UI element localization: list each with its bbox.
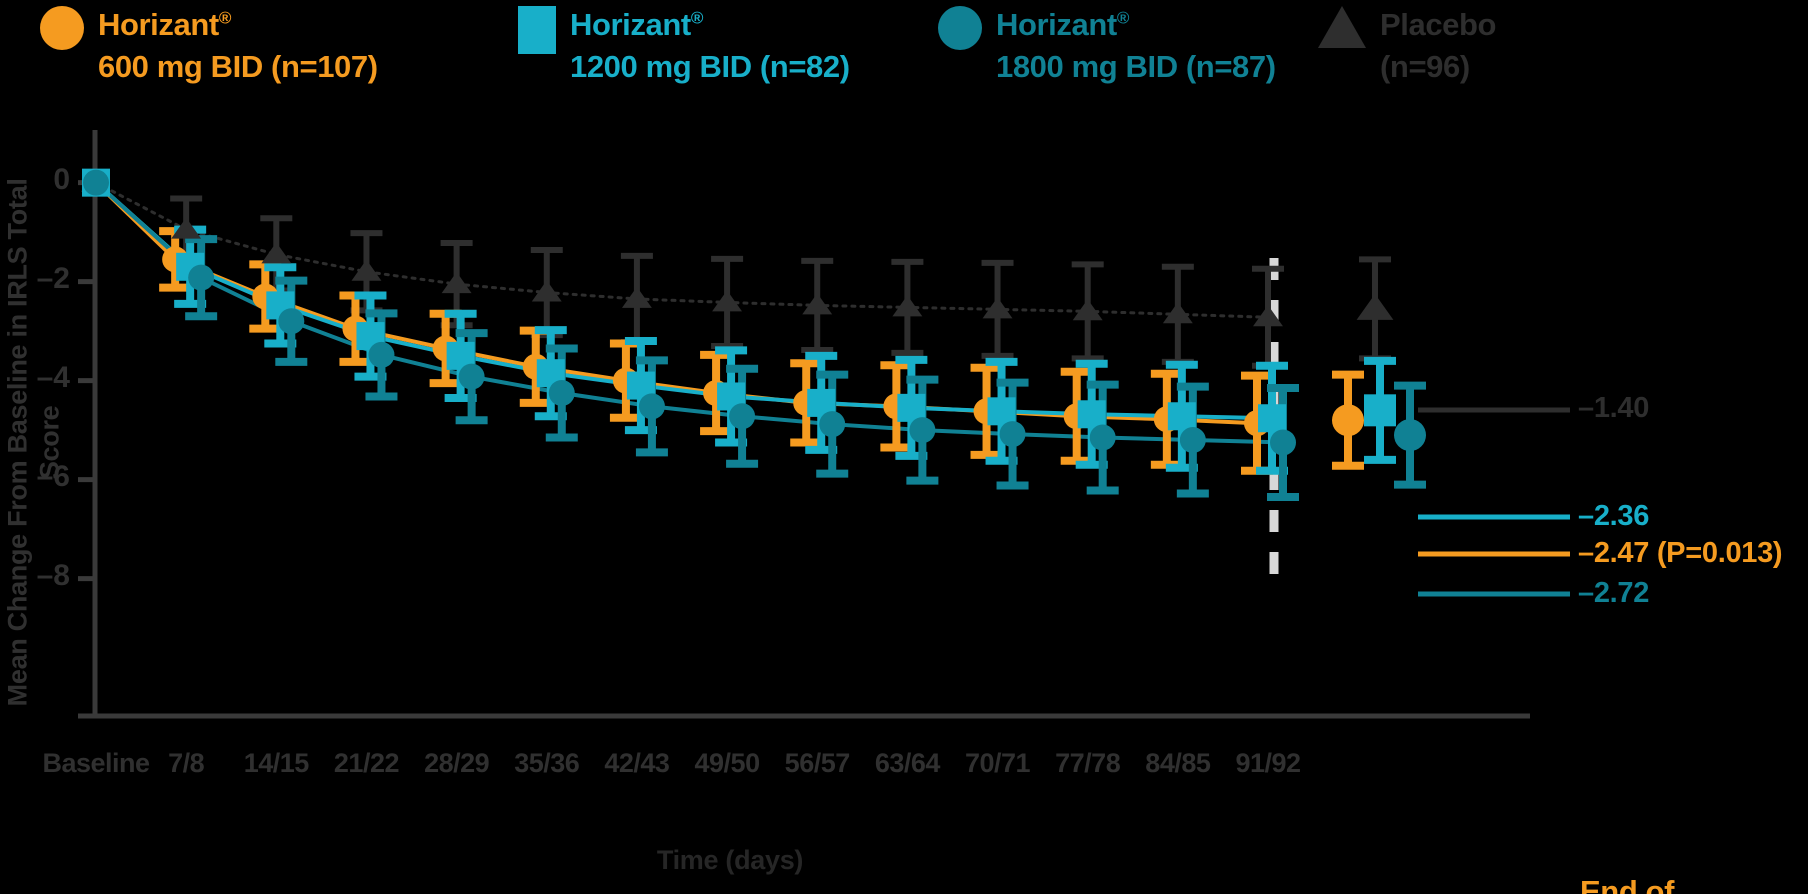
x-axis-tick-label: 56/57 <box>784 748 851 778</box>
data-point-3-12 <box>1162 302 1193 324</box>
legend-product-name: Horizant® <box>570 7 703 42</box>
legend-item-3: Placebo (n=96) <box>1318 4 1496 87</box>
x-axis-tick-label: 49/50 <box>694 748 761 778</box>
endpoint-value-2: –2.47 (P=0.013) <box>1578 537 1783 569</box>
legend-square-marker-icon <box>518 6 556 54</box>
data-point-2-6 <box>638 393 665 420</box>
series-line-3 <box>94 181 1270 319</box>
data-point-3-11 <box>1072 299 1103 321</box>
x-axis-tick-label: 21/22 <box>333 748 400 778</box>
legend-item-label: Horizant® 1200 mg BID (n=82) <box>570 4 850 87</box>
x-axis-tick-label: 35/36 <box>514 748 580 778</box>
legend-circle-marker-icon <box>40 6 84 50</box>
data-point-2-0 <box>83 169 109 196</box>
data-point-2-9 <box>909 417 936 444</box>
data-point-3-1 <box>171 217 202 239</box>
data-point-2-11 <box>1089 424 1116 451</box>
data-point-3-8 <box>802 293 833 315</box>
data-point-2-7 <box>729 403 756 430</box>
data-point-2-1 <box>188 264 215 291</box>
x-axis-tick-label: 70/71 <box>964 748 1031 778</box>
legend-product-name: Placebo <box>1380 7 1497 42</box>
x-axis-tick-label: 77/78 <box>1055 748 1121 778</box>
x-axis-tick-label: Baseline <box>42 748 150 778</box>
data-point-3-6 <box>621 286 652 308</box>
legend-item-label: Horizant® 600 mg BID (n=107) <box>98 4 378 87</box>
data-point-2-13 <box>1270 429 1296 456</box>
x-axis-tick-label: 28/29 <box>424 748 490 778</box>
legend-dose-label: 1800 mg BID (n=87) <box>996 48 1276 84</box>
endpoint-data-point-2 <box>1394 419 1426 452</box>
registered-mark-icon: ® <box>690 8 704 28</box>
endpoint-value-3: –2.72 <box>1578 577 1650 609</box>
registered-mark-icon: ® <box>1116 8 1130 28</box>
data-point-3-10 <box>982 297 1013 319</box>
legend-item-label: Horizant® 1800 mg BID (n=87) <box>996 4 1276 87</box>
chart-legend: Horizant® 600 mg BID (n=107) Horizant® 1200… <box>0 0 1808 110</box>
data-point-2-8 <box>819 411 846 438</box>
data-point-2-5 <box>548 380 575 406</box>
end-of-treatment-label: End of maintenance treatment <box>1580 874 1675 894</box>
registered-mark-icon: ® <box>218 8 232 28</box>
legend-dose-label: (n=96) <box>1380 48 1470 84</box>
endpoint-value-1: –2.36 <box>1578 500 1650 532</box>
data-point-3-4 <box>441 272 472 294</box>
x-axis-tick-label: 91/92 <box>1235 748 1301 778</box>
legend-circle-marker-icon <box>938 6 982 50</box>
y-axis-tick-label: 0 <box>53 162 70 196</box>
y-axis-tick-label: –8 <box>36 558 70 592</box>
series-line-2 <box>94 180 1285 445</box>
data-point-2-3 <box>368 341 395 368</box>
data-point-2-12 <box>1179 427 1206 454</box>
legend-item-1: Horizant® 1200 mg BID (n=82) <box>518 4 850 87</box>
legend-item-label: Placebo (n=96) <box>1380 4 1496 87</box>
data-point-3-2 <box>261 242 292 264</box>
data-point-1-10 <box>987 397 1016 426</box>
x-axis-tick-label: 63/64 <box>874 748 941 778</box>
legend-product-name: Horizant® <box>98 7 231 42</box>
data-point-3-5 <box>531 280 562 302</box>
data-point-1-12 <box>1167 402 1196 431</box>
endpoint-value-0: –1.40 <box>1578 392 1650 424</box>
legend-dose-label: 600 mg BID (n=107) <box>98 48 378 84</box>
y-axis-tick-label: –4 <box>36 360 70 394</box>
y-axis-tick-label: –6 <box>36 459 70 493</box>
plot-svg <box>78 130 1570 719</box>
y-axis-title: Mean Change From Baseline in IRLS Total … <box>2 178 65 707</box>
x-axis-tick-label: 84/85 <box>1145 748 1211 778</box>
legend-item-2: Horizant® 1800 mg BID (n=87) <box>938 4 1276 87</box>
data-point-3-7 <box>712 290 743 312</box>
data-point-2-4 <box>458 363 485 390</box>
plot-area: Mean Change From Baseline in IRLS Total … <box>0 110 1808 894</box>
data-point-3-9 <box>892 295 923 317</box>
data-point-1-13 <box>1258 404 1286 433</box>
legend-product-name: Horizant® <box>996 7 1129 42</box>
x-axis-title: Time (days) <box>656 845 804 875</box>
endpoint-data-point-1 <box>1364 394 1396 427</box>
data-point-2-10 <box>999 421 1026 448</box>
x-axis-tick-label: 7/8 <box>168 748 205 778</box>
y-axis-tick-label: –2 <box>36 261 70 295</box>
legend-item-0: Horizant® 600 mg BID (n=107) <box>40 4 378 87</box>
endpoint-data-point-0 <box>1332 404 1364 437</box>
data-point-1-9 <box>897 393 926 422</box>
x-axis-tick-label: 42/43 <box>604 748 670 778</box>
data-point-1-11 <box>1077 400 1106 429</box>
legend-triangle-marker-icon <box>1318 6 1366 48</box>
legend-dose-label: 1200 mg BID (n=82) <box>570 48 850 84</box>
endpoint-data-point-3 <box>1356 293 1394 320</box>
data-point-3-13 <box>1253 305 1283 327</box>
x-axis-tick-label: 14/15 <box>243 748 310 778</box>
data-point-2-2 <box>278 308 305 335</box>
data-point-3-3 <box>351 259 382 281</box>
